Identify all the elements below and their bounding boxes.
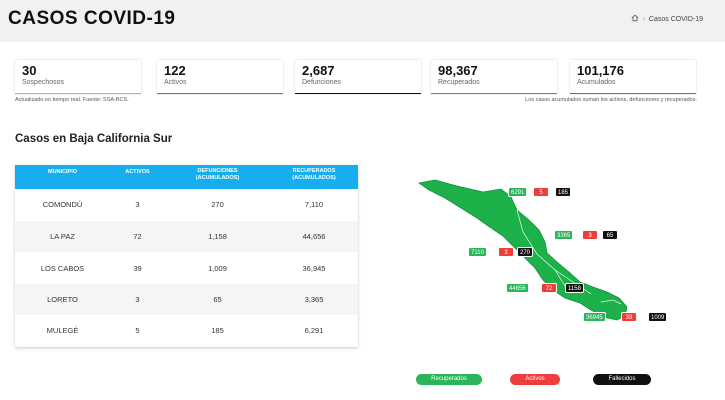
map-badge-mulege-activos: 5 bbox=[533, 187, 549, 197]
home-icon[interactable] bbox=[631, 14, 639, 24]
cell-municipio: LA PAZ bbox=[50, 232, 75, 241]
cell-recuperados: 3,365 bbox=[304, 295, 324, 304]
column-header-defunciones: DEFUNCIONES (ACUMULADOS) bbox=[165, 168, 270, 182]
cell-defunciones: 1,009 bbox=[208, 264, 227, 273]
cell-activos: 3 bbox=[135, 295, 140, 304]
cell-defunciones: 185 bbox=[211, 326, 224, 335]
breadcrumb-separator: › bbox=[642, 15, 645, 23]
cell-recuperados: 6,291 bbox=[304, 326, 324, 335]
column-header-defunciones-line1: DEFUNCIONES bbox=[197, 168, 238, 174]
map-badge-comondu-recuperados: 7110 bbox=[468, 247, 487, 257]
legend-activos: Activos bbox=[510, 374, 560, 385]
stat-label: Acumulados bbox=[577, 79, 616, 86]
table-row: MULEGÉ 5 185 6,291 bbox=[15, 315, 358, 346]
cell-activos: 39 bbox=[133, 264, 142, 273]
cell-recuperados: 7,110 bbox=[304, 200, 324, 209]
cell-municipio: MULEGÉ bbox=[46, 326, 79, 335]
cases-table: MUNICIPIO ACTIVOS DEFUNCIONES (ACUMULADO… bbox=[15, 165, 358, 347]
column-header-defunciones-line2: (ACUMULADOS) bbox=[195, 175, 240, 181]
cell-municipio: LOS CABOS bbox=[40, 264, 85, 273]
map-badge-lapaz-fallecidos: 1158 bbox=[565, 283, 584, 293]
column-header-recuperados-line2: (ACUMULADOS) bbox=[292, 175, 336, 181]
stat-value: 122 bbox=[164, 63, 186, 78]
breadcrumb: › Casos COVID-19 bbox=[631, 14, 703, 24]
source-note: Actualizado en tiempo real. Fuente: SSA-… bbox=[15, 97, 129, 103]
stat-card-recuperados: 98,367 Recuperados bbox=[431, 60, 557, 94]
map-badge-loreto-recuperados: 3365 bbox=[554, 230, 574, 240]
column-header-recuperados: RECUPERADOS (ACUMULADOS) bbox=[270, 168, 358, 182]
section-title: Casos en Baja California Sur bbox=[15, 133, 173, 145]
table-row: LOS CABOS 39 1,009 36,945 bbox=[15, 253, 358, 284]
map-badge-lapaz-recuperados: 44656 bbox=[506, 283, 529, 293]
table-row: LORETO 3 65 3,365 bbox=[15, 284, 358, 315]
legend-fallecidos: Fallecidos bbox=[593, 374, 651, 385]
page-header: CASOS COVID-19 › Casos COVID-19 bbox=[0, 0, 725, 42]
map-badge-loscabos-fallecidos: 1009 bbox=[648, 312, 668, 322]
map-badge-lapaz-activos: 72 bbox=[541, 283, 557, 293]
map-badge-loreto-activos: 3 bbox=[582, 230, 598, 240]
stat-label: Sospechosos bbox=[22, 79, 65, 86]
cell-activos: 72 bbox=[133, 232, 142, 241]
column-header-municipio: MUNICIPIO bbox=[47, 169, 78, 175]
stat-label: Activos bbox=[164, 79, 187, 86]
stat-card-sospechosos: 30 Sospechosos bbox=[15, 60, 141, 94]
cell-defunciones: 1,158 bbox=[208, 232, 227, 241]
stat-card-acumulados: 101,176 Acumulados bbox=[570, 60, 696, 94]
map-badge-comondu-fallecidos: 270 bbox=[517, 247, 534, 257]
breadcrumb-current: Casos COVID-19 bbox=[648, 15, 703, 23]
table-row: COMONDÚ 3 270 7,110 bbox=[15, 189, 358, 220]
map-badge-loscabos-activos: 39 bbox=[621, 312, 637, 322]
stat-card-activos: 122 Activos bbox=[157, 60, 283, 94]
accumulated-note: Los casos acumulados suman los activos, … bbox=[525, 97, 697, 103]
stat-label: Recuperados bbox=[438, 79, 480, 86]
map-badge-mulege-recuperados: 6291 bbox=[508, 187, 528, 197]
page-title: CASOS COVID-19 bbox=[8, 8, 176, 29]
table-row: LA PAZ 72 1,158 44,656 bbox=[15, 221, 358, 252]
cell-defunciones: 65 bbox=[213, 295, 222, 304]
column-header-activos: ACTIVOS bbox=[125, 169, 150, 175]
map-badge-comondu-activos: 3 bbox=[498, 247, 514, 257]
stats-row: 30 Sospechosos 122 Activos 2,687 Defunci… bbox=[15, 60, 715, 96]
bcs-map: 6291 5 185 3365 3 65 7110 3 270 44656 72… bbox=[405, 170, 695, 345]
stat-value: 2,687 bbox=[302, 63, 335, 78]
cell-defunciones: 270 bbox=[211, 200, 224, 209]
stat-label: Defunciones bbox=[302, 79, 341, 86]
stat-value: 30 bbox=[22, 63, 37, 78]
map-badge-loscabos-recuperados: 36945 bbox=[583, 312, 606, 322]
map-badge-loreto-fallecidos: 65 bbox=[602, 230, 618, 240]
column-header-recuperados-line1: RECUPERADOS bbox=[292, 168, 336, 174]
cell-municipio: LORETO bbox=[47, 295, 78, 304]
cell-recuperados: 36,945 bbox=[302, 264, 326, 273]
map-badge-mulege-fallecidos: 185 bbox=[555, 187, 572, 197]
cell-activos: 3 bbox=[135, 200, 140, 209]
cell-municipio: COMONDÚ bbox=[42, 200, 83, 209]
table-header: MUNICIPIO ACTIVOS DEFUNCIONES (ACUMULADO… bbox=[15, 165, 358, 189]
cell-activos: 5 bbox=[135, 326, 140, 335]
stat-value: 101,176 bbox=[577, 63, 624, 78]
stat-value: 98,367 bbox=[438, 63, 478, 78]
legend-recuperados: Recuperados bbox=[416, 374, 482, 385]
stat-card-defunciones: 2,687 Defunciones bbox=[295, 60, 421, 94]
cell-recuperados: 44,656 bbox=[302, 232, 326, 241]
